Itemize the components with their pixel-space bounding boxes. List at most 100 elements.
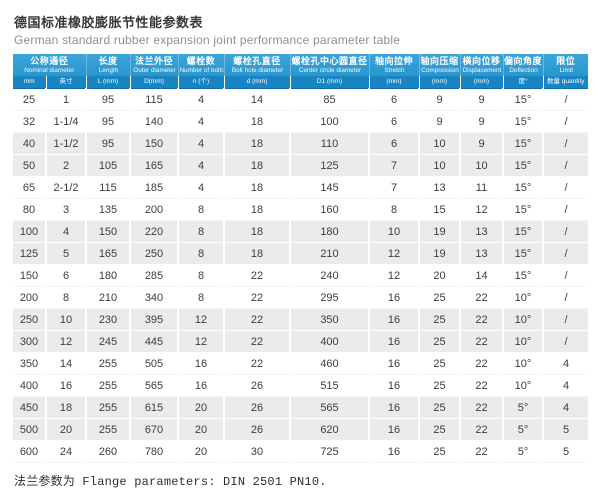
table-cell: 600 — [13, 440, 46, 463]
col-header-zh-label: 横向位移 — [462, 55, 501, 66]
table-cell: 15° — [502, 264, 543, 287]
table-cell: 5 — [542, 440, 588, 463]
table-row: 100 4 150 220 8 18 180 10 19 13 15° / — [13, 220, 588, 243]
col-header-zh-label: 长度 — [98, 55, 118, 66]
table-cell: 295 — [289, 286, 369, 309]
table-cell: 26 — [223, 418, 290, 441]
table-cell: 180 — [85, 264, 130, 287]
table-row: 300 12 245 445 12 22 400 16 25 22 10° / — [13, 330, 588, 353]
table-cell: 22 — [459, 396, 503, 419]
table-cell: 285 — [129, 264, 178, 287]
col-header-zh-label: 限位 — [556, 55, 576, 66]
table-cell: 100 — [289, 110, 369, 133]
table-cell: 6 — [368, 88, 419, 111]
parameter-table: 公称通径 Nominal diameter 长度 Length 法兰外径 Outer di… — [13, 54, 588, 463]
table-cell: 13 — [459, 242, 503, 265]
table-cell: 135 — [85, 198, 130, 221]
table-cell: 26 — [223, 396, 290, 419]
table-cell: 8 — [177, 286, 224, 309]
table-cell: 140 — [129, 110, 178, 133]
table-cell: 1 — [45, 88, 86, 111]
table-cell: 4 — [45, 220, 86, 243]
table-cell: 14 — [459, 264, 503, 287]
table-cell: 1-1/2 — [45, 132, 86, 155]
table-row: 40 1-1/2 95 150 4 18 110 6 10 9 15° / — [13, 132, 588, 155]
table-cell: 260 — [85, 440, 130, 463]
table-cell: 395 — [129, 308, 178, 331]
col-header-zh-label: 螺栓数 — [186, 55, 216, 66]
col-header-compression: 轴向压缩 Compression — [418, 54, 460, 76]
table-header: 公称通径 Nominal diameter 长度 Length 法兰外径 Outer di… — [13, 54, 588, 89]
table-cell: 22 — [459, 308, 503, 331]
table-cell: 670 — [129, 418, 178, 441]
table-cell: 22 — [223, 330, 290, 353]
table-cell: 200 — [129, 198, 178, 221]
table-cell: / — [542, 88, 588, 111]
col-unit-bolt-hole-diameter: d (mm) — [223, 76, 290, 89]
table-cell: 9 — [418, 110, 460, 133]
col-unit-limit: 数量 quantity — [542, 76, 588, 89]
table-cell: 80 — [13, 198, 46, 221]
table-cell: 8 — [177, 198, 224, 221]
table-cell: 22 — [459, 330, 503, 353]
table-cell: 22 — [223, 286, 290, 309]
table-cell: 16 — [368, 352, 419, 375]
table-cell: 9 — [459, 88, 503, 111]
table-cell: 13 — [459, 220, 503, 243]
table-cell: 10° — [502, 374, 543, 397]
table-cell: 125 — [289, 154, 369, 177]
table-cell: / — [542, 264, 588, 287]
table-row: 200 8 210 340 8 22 295 16 25 22 10° / — [13, 286, 588, 309]
table-cell: 725 — [289, 440, 369, 463]
table-cell: 22 — [223, 308, 290, 331]
table-cell: 5° — [502, 418, 543, 441]
table-cell: 12 — [45, 330, 86, 353]
table-cell: 8 — [177, 220, 224, 243]
table-cell: 25 — [13, 88, 46, 111]
header-unit-row: mm 英寸 L (mm) D(mm) n (个) d (mm) D1 (mm) (mm) (mm… — [13, 76, 588, 89]
table-cell: 4 — [177, 154, 224, 177]
col-header-zh-label: 螺栓孔中心圆直径 — [291, 55, 368, 66]
table-cell: 22 — [223, 352, 290, 375]
table-cell: 445 — [129, 330, 178, 353]
table-cell: 4 — [542, 396, 588, 419]
table-cell: 5 — [542, 418, 588, 441]
table-cell: 95 — [85, 132, 130, 155]
table-cell: 20 — [177, 418, 224, 441]
table-cell: 15° — [502, 176, 543, 199]
col-header-en-label: Deflection — [508, 66, 538, 74]
table-cell: 15° — [502, 110, 543, 133]
table-cell: 15° — [502, 88, 543, 111]
table-cell: 19 — [418, 242, 460, 265]
table-cell: 22 — [459, 374, 503, 397]
table-cell: 450 — [13, 396, 46, 419]
table-cell: 25 — [418, 308, 460, 331]
table-cell: 150 — [85, 220, 130, 243]
table-cell: 105 — [85, 154, 130, 177]
col-header-en-label: Outer diameter — [132, 66, 176, 74]
table-cell: 20 — [177, 440, 224, 463]
table-cell: 25 — [418, 330, 460, 353]
table-cell: 4 — [177, 88, 224, 111]
page-title-en: German standard rubber expansion joint p… — [14, 33, 401, 47]
col-unit-nominal-diameter: 英寸 — [45, 76, 86, 89]
table-row: 50 2 105 165 4 18 125 7 10 10 15° / — [13, 154, 588, 177]
table-row: 150 6 180 285 8 22 240 12 20 14 15° / — [13, 264, 588, 287]
col-unit-outer-diameter: D(mm) — [129, 76, 178, 89]
table-cell: / — [542, 242, 588, 265]
col-unit-length: L (mm) — [85, 76, 130, 89]
table-cell: 40 — [13, 132, 46, 155]
table-row: 500 20 255 670 20 26 620 16 25 22 5° 5 — [13, 418, 588, 441]
table-cell: 780 — [129, 440, 178, 463]
table-cell: 16 — [368, 286, 419, 309]
table-cell: 20 — [177, 396, 224, 419]
table-cell: 95 — [85, 88, 130, 111]
table-cell: 210 — [85, 286, 130, 309]
table-cell: 19 — [418, 220, 460, 243]
col-header-displacement: 横向位移 Displacement — [459, 54, 503, 76]
table-cell: 14 — [45, 352, 86, 375]
table-cell: 4 — [542, 352, 588, 375]
table-cell: 200 — [13, 286, 46, 309]
table-cell: 18 — [223, 154, 290, 177]
table-cell: 85 — [289, 88, 369, 111]
